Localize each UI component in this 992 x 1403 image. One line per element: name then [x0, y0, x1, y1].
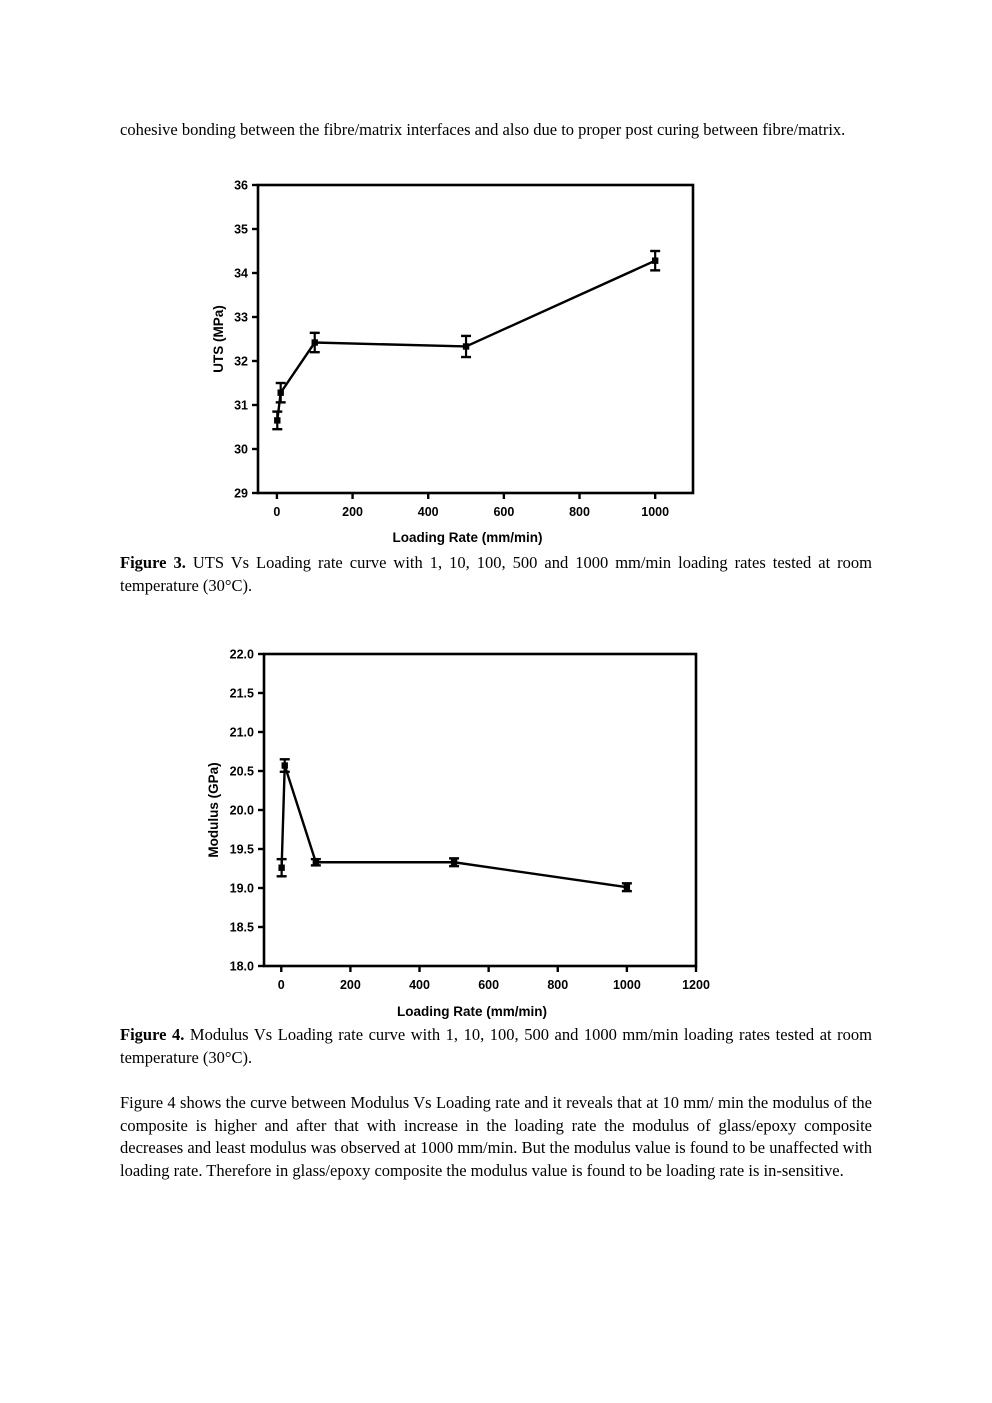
- data-point: [311, 339, 318, 346]
- x-tick-label: 400: [418, 505, 439, 519]
- x-tick-label: 1000: [613, 978, 641, 992]
- y-tick-label: 33: [234, 311, 248, 325]
- y-tick-label: 18.0: [230, 960, 254, 974]
- y-tick-label: 29: [234, 487, 248, 501]
- y-tick-label: 30: [234, 443, 248, 457]
- x-tick-label: 0: [278, 978, 285, 992]
- data-point: [278, 864, 285, 871]
- data-point: [312, 859, 320, 866]
- y-axis-title: UTS (MPa): [211, 305, 226, 373]
- x-tick-label: 800: [547, 978, 568, 992]
- y-tick-label: 19.0: [230, 882, 254, 896]
- data-point: [281, 762, 288, 769]
- data-point: [450, 859, 458, 866]
- data-point: [277, 389, 284, 396]
- y-tick-label: 21.0: [230, 726, 254, 740]
- plot-frame: [256, 183, 695, 495]
- figure-4-caption: Figure 4. Modulus Vs Loading rate curve …: [120, 1024, 872, 1069]
- figure-3-label: Figure 3.: [120, 553, 186, 572]
- x-axis-title: Loading Rate (mm/min): [397, 1004, 547, 1019]
- plot-frame: [262, 652, 698, 968]
- data-point: [623, 884, 631, 891]
- y-tick-label: 35: [234, 223, 248, 237]
- data-point: [462, 343, 470, 350]
- x-tick-label: 400: [409, 978, 430, 992]
- x-tick-label: 600: [478, 978, 499, 992]
- x-tick-label: 200: [340, 978, 361, 992]
- x-tick-label: 800: [569, 505, 590, 519]
- y-tick-label: 20.5: [230, 765, 254, 779]
- figure-3-caption: Figure 3. UTS Vs Loading rate curve with…: [120, 552, 872, 597]
- x-tick-label: 1200: [682, 978, 710, 992]
- y-tick-label: 22.0: [230, 648, 254, 662]
- x-axis-title: Loading Rate (mm/min): [392, 530, 542, 545]
- y-tick-label: 36: [234, 179, 248, 193]
- y-tick-label: 32: [234, 355, 248, 369]
- data-point: [651, 257, 659, 264]
- data-point: [274, 417, 281, 424]
- series-line: [280, 765, 628, 889]
- x-tick-label: 0: [273, 505, 280, 519]
- y-tick-label: 34: [234, 267, 248, 281]
- y-tick-label: 20.0: [230, 804, 254, 818]
- x-tick-label: 200: [342, 505, 363, 519]
- x-tick-label: 600: [493, 505, 514, 519]
- y-tick-label: 31: [234, 399, 248, 413]
- figure-3-caption-text: UTS Vs Loading rate curve with 1, 10, 10…: [120, 553, 872, 595]
- figure-4-caption-text: Modulus Vs Loading rate curve with 1, 10…: [120, 1025, 872, 1067]
- figure-4-label: Figure 4.: [120, 1025, 185, 1044]
- intro-paragraph: cohesive bonding between the fibre/matri…: [120, 120, 846, 139]
- y-tick-label: 21.5: [230, 687, 254, 701]
- x-tick-label: 1000: [641, 505, 669, 519]
- y-tick-label: 18.5: [230, 921, 254, 935]
- y-axis-title: Modulus (GPa): [206, 762, 221, 857]
- body-paragraph: Figure 4 shows the curve between Modulus…: [120, 1093, 872, 1180]
- y-tick-label: 19.5: [230, 843, 254, 857]
